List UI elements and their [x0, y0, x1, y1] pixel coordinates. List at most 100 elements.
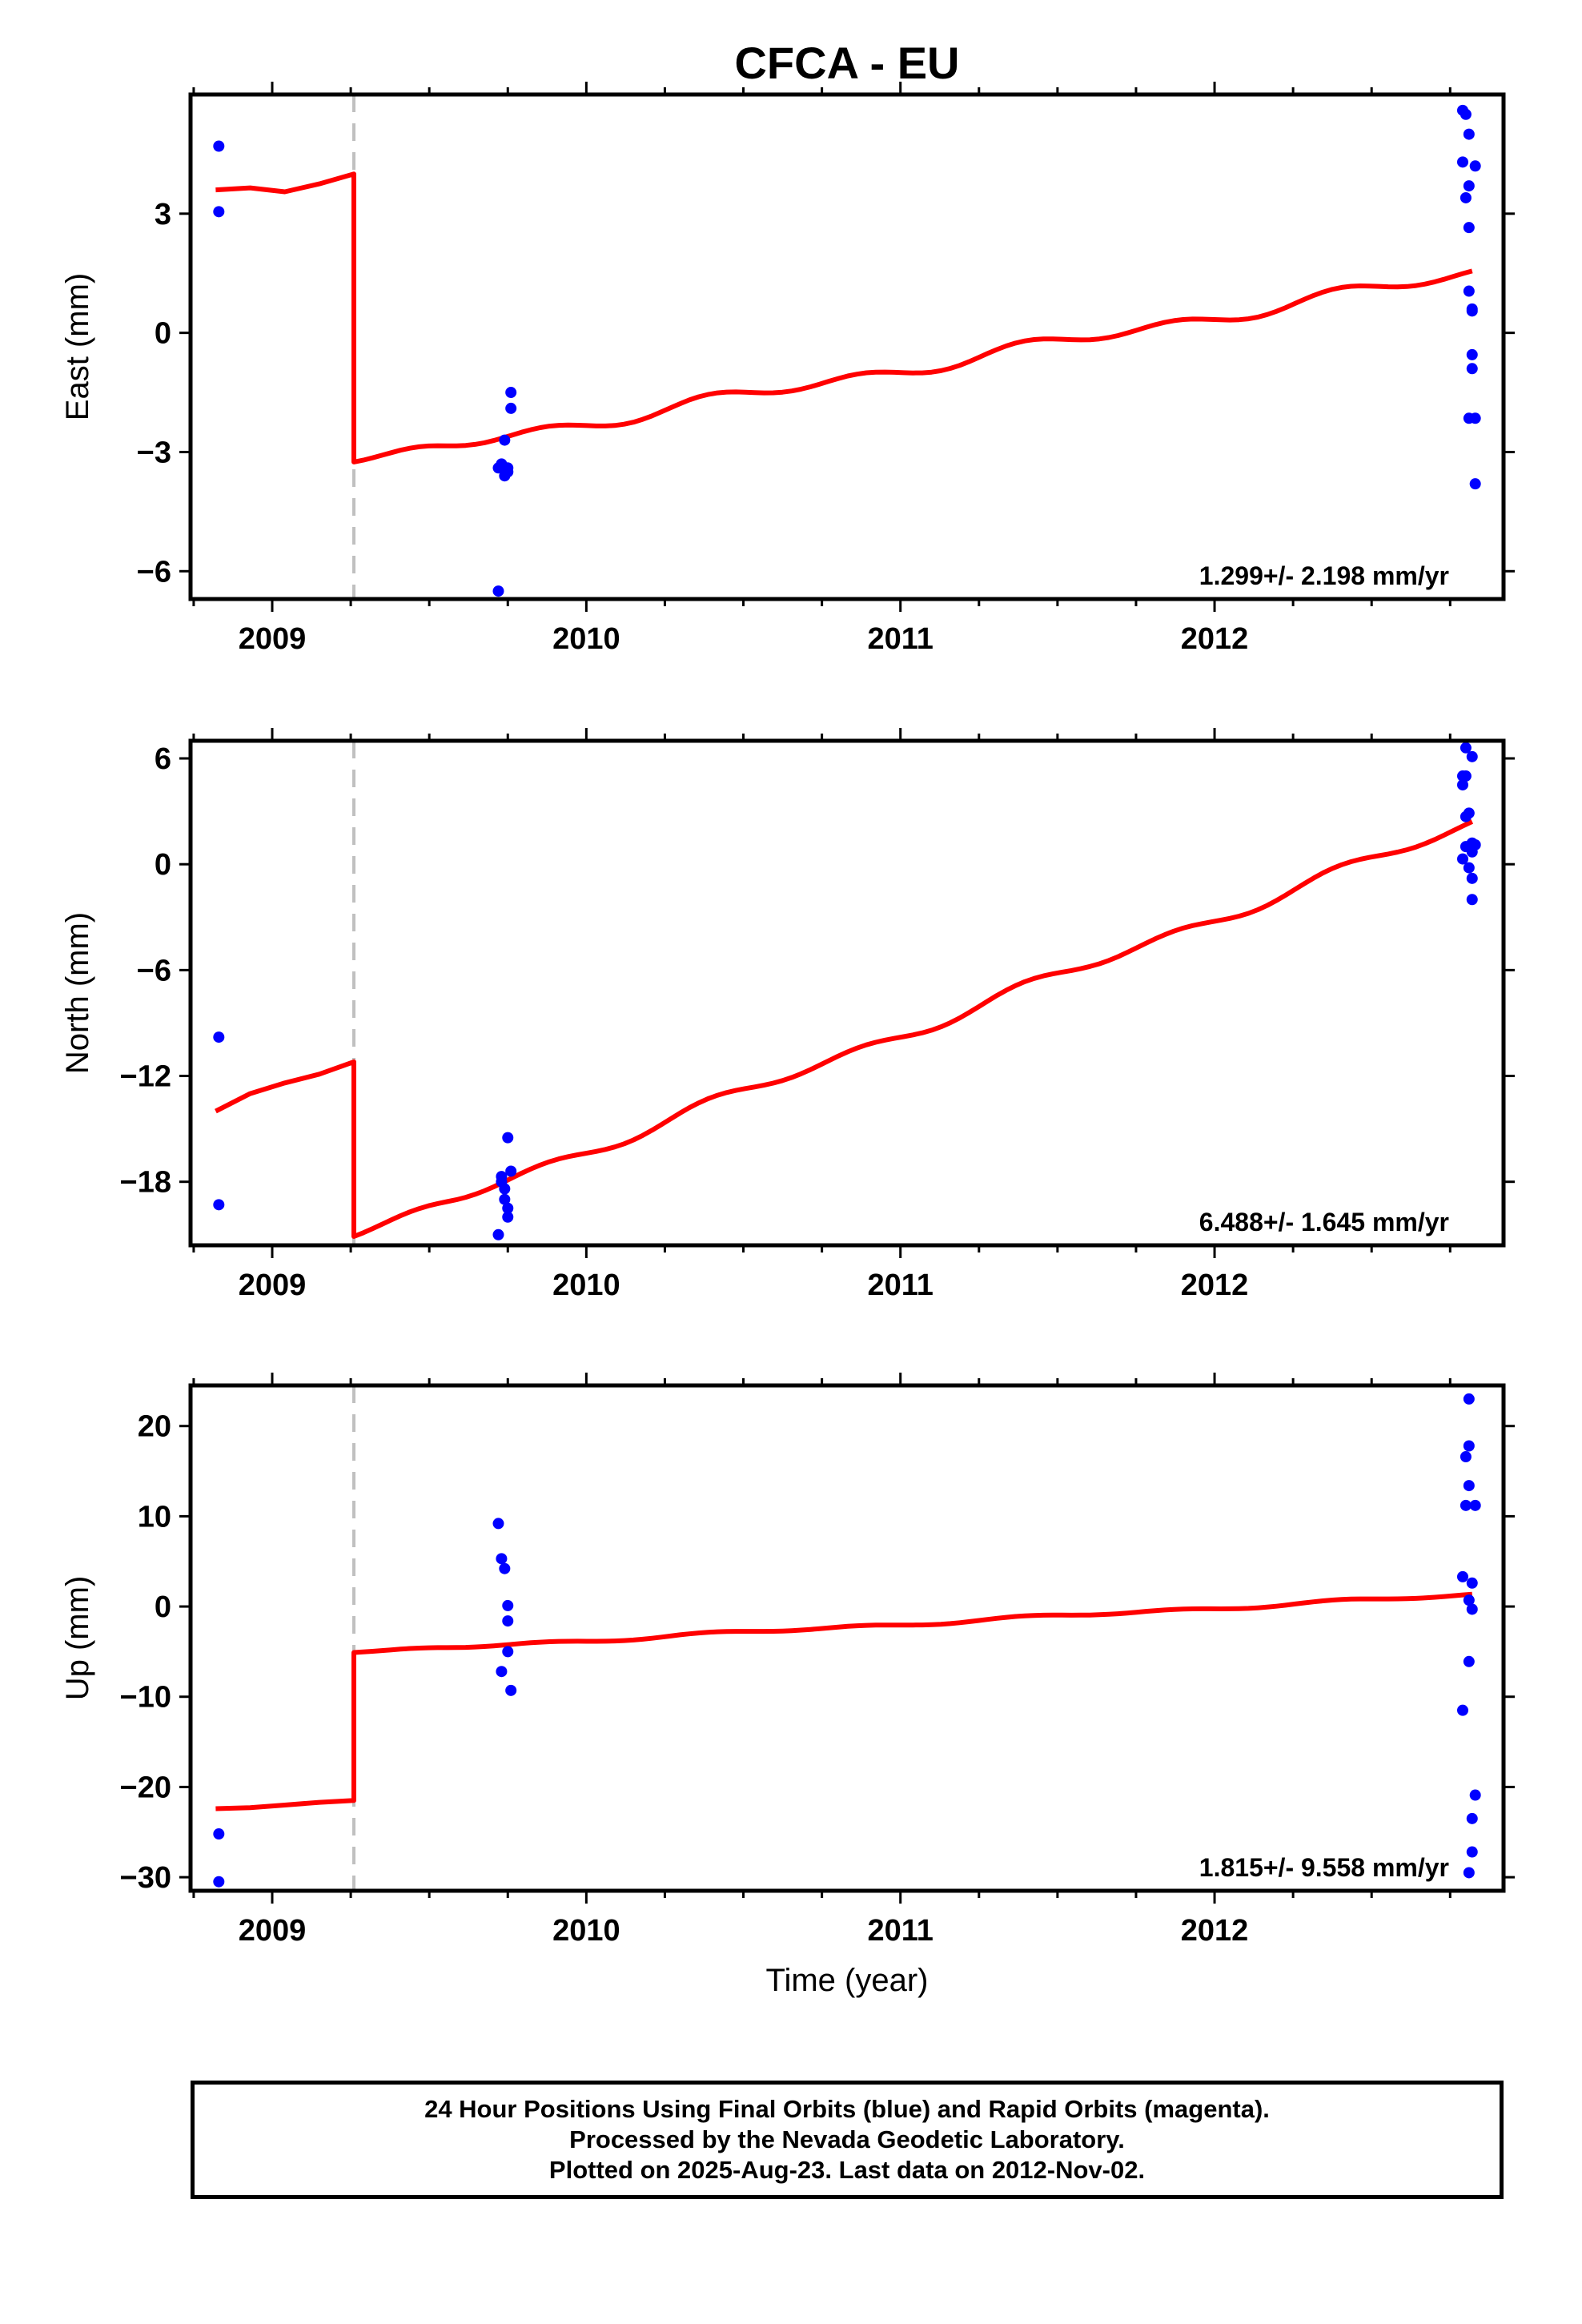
data-point	[1463, 128, 1475, 140]
x-tick-label: 2012	[1181, 1269, 1249, 1302]
data-point	[1463, 1594, 1475, 1606]
data-point	[499, 1183, 511, 1195]
data-point	[502, 1211, 514, 1223]
data-point	[213, 206, 225, 218]
data-point	[1466, 305, 1478, 317]
data-point	[1463, 222, 1475, 234]
data-point	[1469, 412, 1481, 424]
x-tick-label: 2011	[867, 622, 933, 656]
data-point	[1460, 810, 1472, 822]
data-point	[492, 1518, 504, 1530]
data-point	[1456, 156, 1468, 168]
data-point	[502, 1132, 514, 1144]
data-point	[1463, 1480, 1475, 1492]
data-point	[502, 462, 514, 474]
data-point	[1456, 779, 1468, 791]
x-tick-label: 2010	[552, 1269, 620, 1302]
velocity-rate-label: 1.815+/- 9.558 mm/yr	[1199, 1853, 1449, 1882]
x-tick-label: 2012	[1181, 622, 1249, 656]
data-point	[1460, 770, 1472, 782]
x-tick-label: 2012	[1181, 1914, 1249, 1948]
model-fit-line	[215, 819, 1474, 1239]
data-point	[502, 1615, 514, 1627]
x-tick-label: 2009	[239, 622, 307, 656]
data-point	[502, 1646, 514, 1658]
data-point	[499, 434, 511, 446]
y-axis-label: Up (mm)	[60, 1576, 95, 1701]
y-tick-label: −20	[120, 1771, 171, 1804]
data-point	[1456, 1570, 1468, 1582]
x-tick-label: 2011	[867, 1269, 933, 1302]
y-tick-label: 20	[138, 1410, 171, 1444]
data-point	[499, 1562, 511, 1574]
y-tick-label: −10	[120, 1681, 171, 1715]
data-point	[499, 1193, 511, 1205]
data-point	[1463, 1393, 1475, 1405]
footer-line-1: 24 Hour Positions Using Final Orbits (bl…	[424, 2095, 1270, 2123]
data-point	[1469, 160, 1481, 172]
data-point	[1460, 191, 1472, 203]
x-tick-label: 2010	[552, 622, 620, 656]
x-tick-label: 2009	[239, 1269, 307, 1302]
x-tick-label: 2011	[867, 1914, 933, 1948]
footer-info-box: 24 Hour Positions Using Final Orbits (bl…	[191, 2081, 1504, 2199]
y-tick-label: 6	[155, 742, 171, 776]
panel-north: 2009 2010 2011 2012 −18 −12 −6 0 6 North (mm) 6.48…	[60, 728, 1515, 1302]
x-tick-label: 2010	[552, 1914, 620, 1948]
data-point	[1460, 742, 1472, 754]
y-axis-label: East (mm)	[60, 273, 95, 420]
data-point	[1463, 180, 1475, 192]
y-tick-label: 0	[155, 1590, 171, 1624]
data-point	[502, 1599, 514, 1611]
data-point	[505, 1684, 517, 1696]
data-point	[1466, 894, 1478, 906]
data-point	[1466, 348, 1478, 360]
data-point	[1469, 478, 1481, 490]
y-tick-label: 3	[155, 198, 171, 231]
data-point	[213, 1031, 225, 1043]
x-tick-label: 2009	[239, 1914, 307, 1948]
y-tick-label: −12	[120, 1060, 171, 1094]
data-point	[213, 1199, 225, 1211]
data-point	[1469, 1789, 1481, 1801]
data-point	[1460, 108, 1472, 120]
data-point	[505, 402, 517, 414]
panel-up: 2009 2010 2011 2012 −30 −20 −10 0 10 20 Up (mm) 1.8…	[60, 1373, 1515, 1948]
y-tick-label: −18	[120, 1166, 171, 1200]
panel-east: 2009 2010 2011 2012 −6 −3 0 3 East (mm) 1.299+/- …	[60, 82, 1515, 656]
y-tick-label: −6	[137, 954, 171, 987]
data-point	[1469, 1499, 1481, 1511]
data-point	[213, 140, 225, 152]
data-point	[492, 1228, 504, 1240]
y-tick-label: −6	[137, 555, 171, 589]
velocity-rate-label: 6.488+/- 1.645 mm/yr	[1199, 1208, 1449, 1236]
y-tick-label: −30	[120, 1861, 171, 1895]
data-point	[492, 585, 504, 597]
y-tick-label: 10	[138, 1500, 171, 1534]
data-point	[505, 387, 517, 399]
chart-title: CFCA - EU	[734, 38, 959, 88]
data-point	[1466, 1577, 1478, 1589]
data-point	[496, 1171, 508, 1183]
data-point	[1466, 872, 1478, 884]
footer-line-2: Processed by the Nevada Geodetic Laborat…	[569, 2125, 1125, 2153]
data-point	[213, 1828, 225, 1840]
data-point	[496, 1666, 508, 1678]
plot-frame	[188, 92, 1506, 601]
data-point	[1466, 750, 1478, 762]
data-point	[1466, 846, 1478, 858]
footer-line-3: Plotted on 2025-Aug-23. Last data on 201…	[548, 2156, 1146, 2184]
y-tick-label: −3	[137, 436, 171, 469]
y-tick-label: 0	[155, 848, 171, 882]
data-point	[1463, 1440, 1475, 1452]
model-fit-line	[215, 171, 1473, 464]
data-point	[1463, 862, 1475, 874]
data-point	[496, 1553, 508, 1565]
y-tick-label: 0	[155, 317, 171, 351]
data-point	[1466, 1846, 1478, 1858]
data-point	[1466, 1603, 1478, 1615]
data-point	[1463, 285, 1475, 297]
data-point	[1466, 1812, 1478, 1824]
data-point	[502, 1202, 514, 1214]
